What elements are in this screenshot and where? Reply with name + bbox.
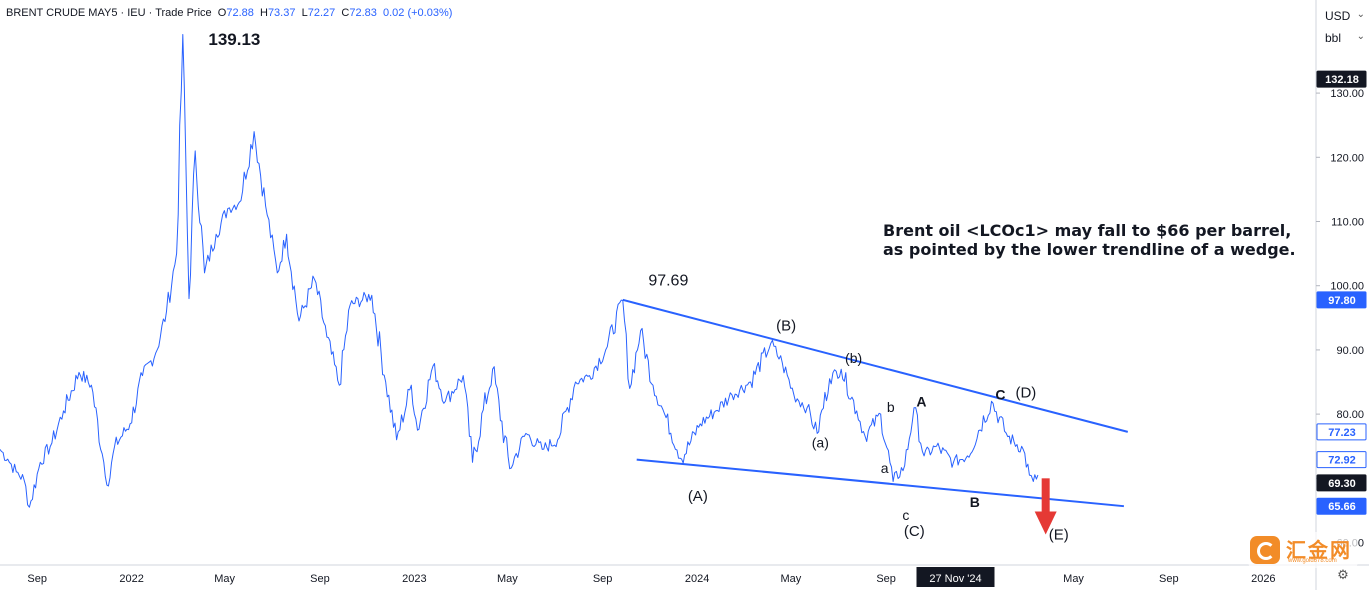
wave-label: (C) — [904, 523, 925, 540]
y-tick-label: 80.00 — [1336, 409, 1364, 421]
price-badge — [1316, 497, 1367, 515]
wave-label: (b) — [845, 350, 862, 366]
price-badge-label: 77.23 — [1328, 427, 1356, 439]
y-tick-label: 100.00 — [1330, 281, 1364, 293]
open-value: 72.88 — [226, 7, 254, 19]
crosshair-date-badge — [916, 567, 995, 587]
wave-label: (B) — [776, 318, 796, 335]
wave-label: (a) — [812, 435, 829, 451]
symbol-name: BRENT CRUDE MAY5 — [6, 7, 118, 19]
low-value: 72.27 — [307, 7, 336, 19]
watermark-logo: 汇金网 www.gold678.com — [1248, 532, 1358, 568]
x-tick-label: May — [214, 573, 235, 585]
chevron-down-icon: ⌄ — [1356, 31, 1365, 42]
wave-label: B — [970, 494, 980, 510]
price-badge — [1316, 423, 1367, 441]
x-tick-label: 2024 — [685, 573, 709, 585]
settings-icon[interactable]: ⚙ — [1337, 567, 1349, 582]
x-tick-label: 2023 — [402, 573, 426, 585]
annotation-text: Brent oil <LCOc1> may fall to $66 per ba… — [883, 221, 1291, 240]
low-label: L — [301, 7, 308, 19]
price-badge — [1316, 474, 1367, 492]
x-tick-label: May — [497, 573, 518, 585]
wave-label: A — [916, 393, 926, 409]
chart-header: BRENT CRUDE MAY5 · IEU · Trade Price O72… — [6, 7, 453, 19]
wave-label: 139.13 — [208, 30, 260, 49]
open-label: O — [217, 7, 227, 19]
x-tick-label: Sep — [876, 573, 896, 585]
logo-icon — [1250, 536, 1280, 564]
currency-selector[interactable]: USD ⌄ — [1325, 9, 1365, 23]
close-label: C — [341, 7, 350, 19]
x-tick-label: 2026 — [1251, 573, 1275, 585]
price-badge-label: 69.30 — [1328, 478, 1356, 490]
wave-label: (E) — [1049, 526, 1069, 543]
y-tick-label: 130.00 — [1330, 88, 1364, 100]
wave-label: c — [902, 507, 909, 523]
x-tick-label: May — [780, 573, 801, 585]
x-tick-label: May — [1063, 573, 1084, 585]
high-label: H — [259, 7, 268, 19]
wave-label: (D) — [1015, 384, 1036, 401]
high-value: 73.37 — [267, 7, 296, 19]
logo-text: 汇金网 — [1286, 540, 1352, 562]
arrow-shaft — [1041, 478, 1050, 513]
wave-label: 97.69 — [648, 273, 688, 290]
price-badge-label: 132.18 — [1325, 74, 1359, 86]
x-tick-label: Sep — [310, 573, 330, 585]
x-tick-label: 2022 — [119, 573, 143, 585]
wave-label: (A) — [688, 488, 708, 505]
x-tick-label: Sep — [27, 573, 47, 585]
y-tick-label: 110.00 — [1331, 217, 1364, 229]
chevron-down-icon: ⌄ — [1356, 9, 1365, 20]
wave-label: b — [887, 399, 895, 415]
down-arrow-icon — [1034, 511, 1057, 535]
unit-selector[interactable]: bbl ⌄ — [1325, 31, 1365, 45]
unit-label: bbl — [1325, 31, 1342, 45]
price-badge — [1316, 291, 1367, 309]
crosshair-date-label: 27 Nov '24 — [929, 573, 981, 585]
close-value: 72.83 — [349, 7, 377, 19]
currency-label: USD — [1325, 9, 1351, 23]
annotation-text: as pointed by the lower trendline of a w… — [883, 240, 1296, 259]
wave-label: C — [995, 386, 1005, 402]
logo-url: www.gold678.com — [1288, 558, 1337, 564]
x-tick-label: Sep — [593, 573, 613, 585]
price-badge-label: 97.80 — [1328, 295, 1356, 307]
y-tick-label: 90.00 — [1336, 345, 1364, 357]
price-badge — [1316, 451, 1367, 469]
price-badge-label: 65.66 — [1328, 501, 1356, 513]
x-tick-label: Sep — [1159, 573, 1179, 585]
wave-label: a — [881, 460, 889, 476]
price-line — [0, 34, 1039, 508]
exchange-name: IEU — [127, 7, 146, 19]
price-type: Trade Price — [155, 7, 212, 19]
trendline-upper — [622, 298, 1129, 433]
price-badge-label: 72.92 — [1328, 455, 1356, 467]
change-value: 0.02 (+0.03%) — [382, 7, 453, 19]
price-badge — [1316, 70, 1367, 88]
y-tick-label: 120.00 — [1330, 152, 1364, 164]
